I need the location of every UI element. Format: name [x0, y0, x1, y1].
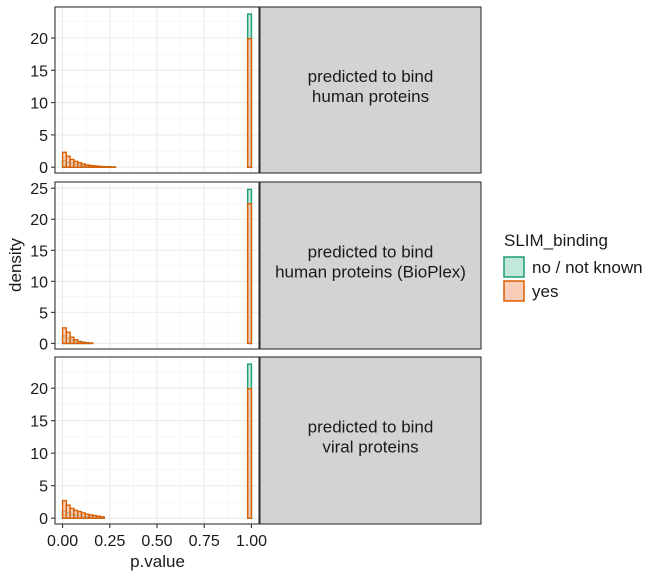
y-tick-label: 5	[39, 128, 48, 145]
y-tick-label: 10	[30, 446, 48, 463]
strip-background	[259, 181, 482, 350]
legend-key-no-not-known	[503, 256, 525, 278]
y-axis-title: density	[6, 238, 25, 292]
series-yes	[61, 37, 253, 168]
y-tick-label: 25	[30, 181, 48, 198]
y-tick-label: 5	[39, 305, 48, 322]
series-yes	[61, 203, 253, 345]
legend-label: yes	[532, 282, 558, 301]
strip-label: predicted to bind	[308, 418, 434, 437]
strip-background	[259, 6, 482, 174]
strip-background	[259, 356, 482, 525]
y-tick-label: 15	[30, 243, 48, 260]
y-tick-label: 0	[39, 160, 48, 177]
x-tick-label: 1.00	[236, 533, 267, 550]
strip-label: human proteins	[312, 87, 429, 106]
y-tick-label: 10	[30, 96, 48, 113]
y-tick-label: 20	[30, 31, 48, 48]
y-tick-label: 15	[30, 63, 48, 80]
legend: SLIM_binding no / not known yes	[503, 231, 643, 302]
histogram-bar	[246, 388, 253, 519]
panel-border	[54, 181, 260, 350]
histogram-bar	[246, 203, 253, 345]
x-axis: 0.00 0.25 0.50 0.75 1.00	[47, 524, 267, 550]
y-tick-label: 20	[30, 381, 48, 398]
series-yes	[61, 388, 253, 519]
x-tick-label: 0.75	[189, 533, 220, 550]
legend-label: no / not known	[532, 258, 643, 277]
strip-label: predicted to bind	[308, 67, 434, 86]
x-tick-label: 0.00	[47, 533, 78, 550]
histogram-bar	[246, 37, 253, 168]
y-tick-label: 0	[39, 511, 48, 528]
y-tick-label: 15	[30, 414, 48, 431]
y-tick-label: 5	[39, 479, 48, 496]
y-tick-label: 20	[30, 212, 48, 229]
legend-title: SLIM_binding	[504, 231, 608, 250]
y-tick-label: 10	[30, 274, 48, 291]
panel-border	[54, 6, 260, 174]
x-tick-label: 0.50	[141, 533, 172, 550]
strip-label: viral proteins	[322, 438, 418, 457]
legend-key-yes	[503, 280, 525, 302]
strip-label: predicted to bind	[308, 243, 434, 262]
histogram-bar	[99, 516, 105, 519]
strip-label: human proteins (BioPlex)	[275, 263, 466, 282]
x-tick-label: 0.25	[94, 533, 125, 550]
x-axis-title: p.value	[130, 552, 185, 571]
y-tick-label: 0	[39, 336, 48, 353]
